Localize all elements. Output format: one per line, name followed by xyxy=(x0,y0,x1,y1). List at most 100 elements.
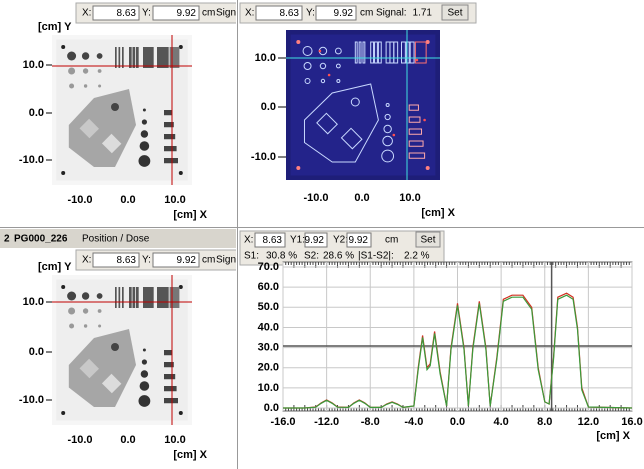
marker-dot xyxy=(61,45,66,49)
input-box[interactable] xyxy=(254,232,286,248)
label: Signal: xyxy=(216,255,247,266)
panel-top-right: X: 8.63 Y: 9.92 cm Signal: 1.71 Set 10.0 0.0 -10.0… xyxy=(239,2,477,219)
phantom-circle xyxy=(82,308,89,314)
phantom-bar xyxy=(150,287,154,308)
phantom-circle xyxy=(335,63,341,69)
x-tick-label: -8.0 xyxy=(361,416,380,428)
window-titlebar xyxy=(0,229,236,248)
phantom-circle xyxy=(67,291,77,301)
marker-dot xyxy=(178,411,183,415)
phantom-bar xyxy=(115,47,117,68)
phantom-circle xyxy=(98,324,102,328)
hot-spot xyxy=(318,49,322,53)
phantom-bar xyxy=(393,41,399,64)
x-tick-label: -10.0 xyxy=(303,192,328,204)
label: X: xyxy=(82,255,91,266)
input-box[interactable] xyxy=(92,252,140,268)
phantom-bar xyxy=(118,47,121,68)
phantom-bar xyxy=(143,287,147,308)
phantom-bar xyxy=(132,47,136,68)
label: X: xyxy=(244,235,253,246)
phantom-circle xyxy=(83,84,88,88)
input-box[interactable] xyxy=(304,232,328,248)
button[interactable] xyxy=(441,4,469,21)
phantom-circle xyxy=(381,149,395,163)
x-tick-label: 0.0 xyxy=(120,434,135,446)
phantom-bar xyxy=(143,47,147,68)
y-tick-label: 30.0 xyxy=(258,341,279,353)
marker-dot xyxy=(425,40,430,44)
x-tick-label: -12.0 xyxy=(314,416,339,428)
x-tick-label: -10.0 xyxy=(67,434,92,446)
phantom-circle xyxy=(141,119,147,125)
phantom-circle xyxy=(96,293,103,299)
label: Y: xyxy=(142,255,151,266)
marker-dot xyxy=(178,285,183,289)
phantom-circle xyxy=(140,370,149,378)
x-tick-label: -4.0 xyxy=(404,416,423,428)
phantom-bar xyxy=(136,287,139,308)
input-box[interactable] xyxy=(152,5,200,21)
phantom-circle xyxy=(142,348,146,352)
phantom-circle xyxy=(81,52,90,60)
input-value: 8.63 xyxy=(117,8,137,19)
phantom-square xyxy=(101,373,122,394)
phantom-rect xyxy=(164,122,174,128)
phantom-rect xyxy=(164,386,177,392)
marker-dot xyxy=(425,166,430,170)
button-label: Set xyxy=(447,8,462,19)
input-box[interactable] xyxy=(152,252,200,268)
x-tick-label: 10.0 xyxy=(399,192,420,204)
phantom-square xyxy=(101,133,122,154)
phantom-circle xyxy=(68,67,76,75)
phantom-block xyxy=(169,47,180,68)
y-tick-label: 20.0 xyxy=(258,362,279,374)
label: 30.8 % xyxy=(266,251,297,262)
window-name: PG000_226 xyxy=(14,234,68,245)
phantom-circle xyxy=(98,84,102,88)
input-box[interactable] xyxy=(346,232,372,248)
label: cm xyxy=(202,8,215,19)
phantom-circle xyxy=(384,113,391,121)
input-box[interactable] xyxy=(315,5,357,21)
button[interactable] xyxy=(415,231,441,248)
window-number: 2 xyxy=(4,234,10,245)
phantom-block xyxy=(414,41,427,64)
input-value: 9.92 xyxy=(305,235,325,246)
input-value: 8.63 xyxy=(280,8,300,19)
x-tick-label: 8.0 xyxy=(537,416,552,428)
phantom-bar xyxy=(160,287,166,308)
phantom-bar xyxy=(115,287,117,308)
phantom-circle xyxy=(81,292,90,300)
label: S2: xyxy=(304,251,319,262)
phantom-circle xyxy=(334,47,342,55)
marker-dot xyxy=(178,45,183,49)
input-box[interactable] xyxy=(255,5,303,21)
phantom-rect xyxy=(164,110,173,116)
phantom-bar xyxy=(377,41,382,64)
phantom-circle xyxy=(304,78,311,84)
y-tick-label: -10.0 xyxy=(19,394,44,406)
phantom-dot xyxy=(111,103,119,111)
phantom-rect xyxy=(164,146,177,152)
x-tick-label: 16.0 xyxy=(621,416,642,428)
phantom-bar xyxy=(129,47,132,68)
input-box[interactable] xyxy=(92,5,140,21)
phantom-bar xyxy=(122,287,124,308)
phantom-rect xyxy=(164,398,178,404)
phantom-shape xyxy=(68,329,136,407)
label: S1: xyxy=(244,251,259,262)
phantom-circle xyxy=(67,51,77,61)
phantom-bar xyxy=(358,41,362,64)
phantom-rect xyxy=(408,128,423,135)
phantom-bar xyxy=(146,287,151,308)
phantom-rect xyxy=(408,104,419,111)
x-axis-label: [cm] X xyxy=(421,207,455,219)
phantom-bar xyxy=(164,287,169,308)
phantom-rect xyxy=(164,362,174,368)
input-value: 9.92 xyxy=(177,255,197,266)
phantom-bar xyxy=(146,47,151,68)
marker-dot xyxy=(296,40,301,44)
phantom-bar xyxy=(374,41,378,64)
